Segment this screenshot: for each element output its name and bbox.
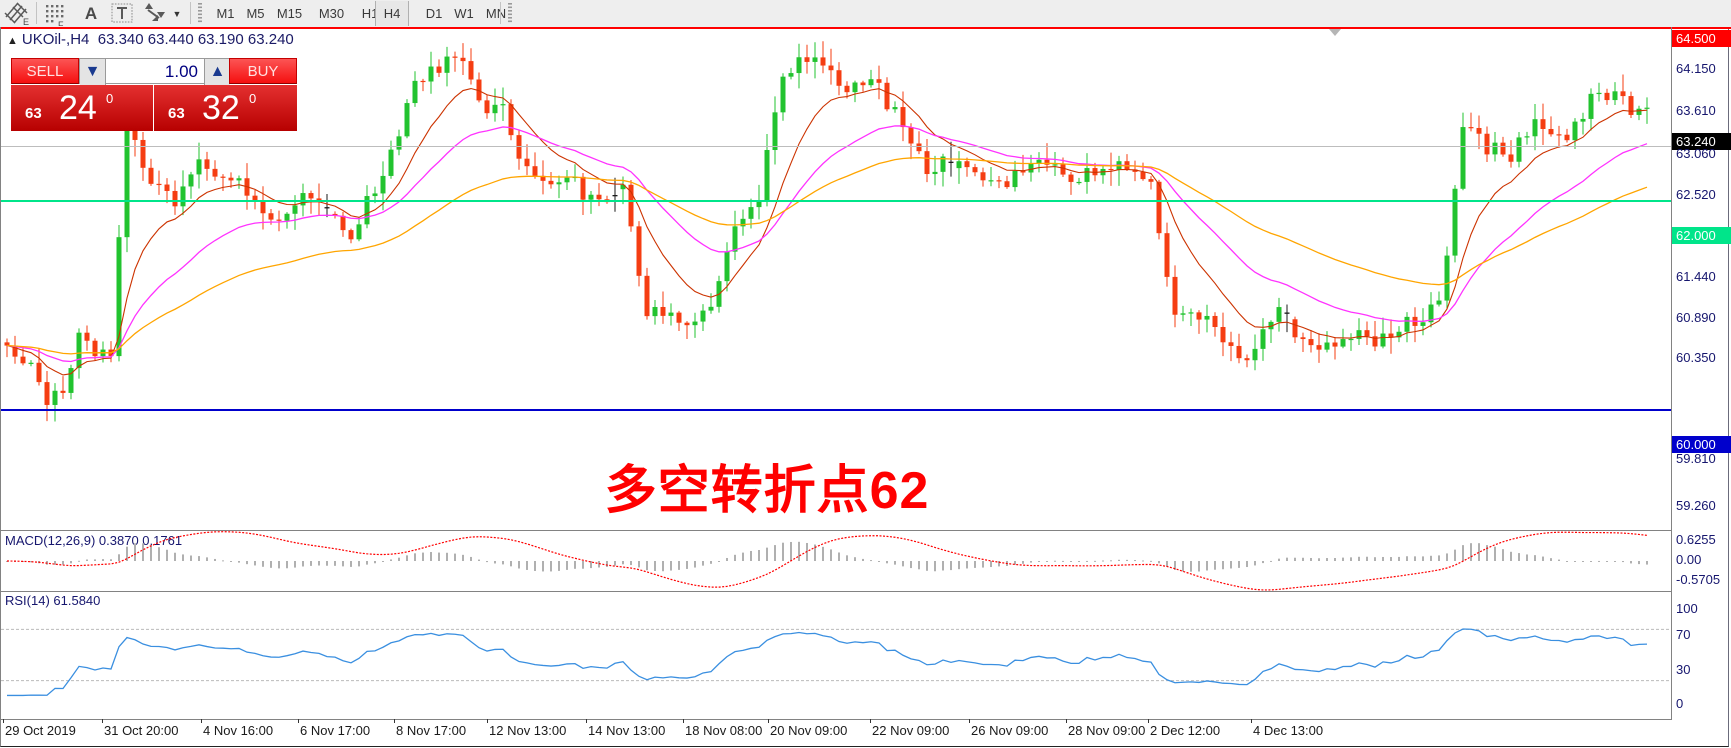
svg-text:F: F <box>58 20 64 26</box>
svg-text:E: E <box>23 17 29 26</box>
